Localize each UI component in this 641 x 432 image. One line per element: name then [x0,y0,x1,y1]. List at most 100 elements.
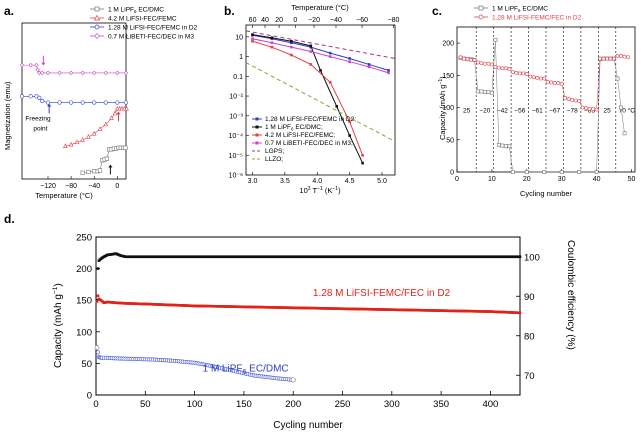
panel-d-point [518,255,522,259]
panel-c-legend-entry-0: 1 M LiPF6 EC/DMC [474,6,548,13]
panel-b-ytick-label: 10⁻⁵ [229,153,243,160]
panel-a-point [63,143,68,148]
panel-d-ytick-label: 250 [76,233,92,244]
panel-a-point [103,100,108,105]
panel-a-point [123,70,129,76]
panel-b-point [319,69,322,72]
panel-b-ytick-label: 10⁻³ [229,113,243,120]
panel-d-point [96,267,100,270]
panel-a-legend: 1 M LiPF6 EC/DMC 4.2 M LiFSI-FEC/FEMC 1.… [90,7,198,41]
panel-d-point [518,311,522,315]
panel-c-point [476,60,480,65]
panel-b-toptick-label: 60 [249,17,257,24]
panel-c-point [601,56,606,61]
panel-b-point [328,55,332,58]
panel-c-point [517,71,522,76]
panel-c-xlabel: Cycling number [520,189,573,198]
panel-d-xtick-label: 0 [93,399,98,410]
panel-c-legend: 1 M LiPF6 EC/DMC 1.28 M LiFSI-FEMC/FEC i… [474,6,582,22]
panel-c-point [615,54,620,58]
panel-a-point [19,94,25,99]
panel-a-annotation-point: point [33,126,47,133]
panel-b-ticks: 3.0 3.5 4.0 4.5 5.0 10 1 0.1 10⁻² 10⁻³ 10⁻⁴ 10⁻⁵ 10⁻… [229,17,400,185]
panel-d-ytick-label: 50 [81,359,92,370]
panel-c-xtick-label: 0 [455,176,459,183]
panel-c-point [549,80,554,85]
panel-b-toptick-label: 0 [293,17,297,24]
panel-c-point [490,90,494,95]
panel-c-temperature-label: −85 [584,108,595,115]
panel-c-point [531,75,536,80]
panel-b-toptick-label: −40 [330,17,342,24]
panel-b-point [251,39,254,43]
panel-b-point [335,105,338,108]
panel-a-point [80,137,85,142]
panel-c-point [472,57,477,62]
panel-a-point [40,98,45,104]
panel-a-arrowhead-1 [47,103,52,107]
panel-a-point [69,100,74,105]
panel-d-ytick-label: 200 [76,264,92,275]
panel-b-legend-text-1: 1 M LiPF6 EC/DMC; [265,124,323,132]
panel-a-point [115,100,120,105]
panel-a-legend-text-0: 1 M LiPF6 EC/DMC [108,7,164,15]
panel-c-legend-entry-1: 1.28 M LiFSI-FEMC/FEC in D2 [474,15,582,22]
panel-c-point [608,56,613,61]
panel-c-legend-text-1: 1.28 M LiFSI-FEMC/FEC in D2 [492,15,582,22]
panel-b-label: b. [224,4,235,18]
panel-c-point [598,56,602,61]
panel-a-ylabel: Magnetization (emu) [3,81,12,150]
panel-c-point [605,56,609,61]
panel-c-point [524,170,529,174]
panel-a-arrowhead-0 [41,62,46,66]
panel-a-arrowhead-3 [116,111,121,115]
panel-c-point [514,70,519,75]
panel-b-legend-text-4: LGPS; [265,148,284,155]
panel-a-point [124,105,129,111]
panel-a-legend-text-2: 1.28 M LiFSI-FEC/FEMC in D2 [108,25,198,32]
panel-c-point [493,65,498,69]
panel-c-point [591,106,596,111]
panel-b-legend-entry-5: LLZO; [252,156,283,163]
panel-c-point [563,95,568,100]
panel-b-point [270,36,274,40]
panel-c-point [510,170,515,174]
panel-c-point [580,105,585,110]
panel-c-point [496,65,501,70]
panel-d-annotation-lipf6: 1 M LiPF6 EC/DMC [202,364,288,377]
panel-d: d. Capacity (mAh g−1) Coulombic efficien… [4,212,576,431]
panel-d-ytick-label: 150 [76,296,92,307]
panel-a-point [86,134,91,139]
panel-d-xtick-label: 100 [187,399,203,410]
panel-b-ytick-label: 10⁻² [229,94,243,101]
panel-a-point [28,62,33,68]
panel-b-series-line-3 [252,38,389,74]
panel-c-point [483,90,487,94]
panel-b-toptick-label: 20 [275,17,283,24]
panel-c-point [479,89,484,94]
panel-c-point [566,97,571,102]
panel-b-ytick-label: 10⁻⁶ [229,173,243,180]
panel-c-point [496,143,501,147]
panel-c-temperature-label: −56 [514,108,525,115]
panel-a-arrows [41,55,121,175]
panel-d-point [96,294,100,298]
panel-d-point [95,350,100,355]
panel-c-point [507,144,512,149]
panel-a-legend-entry-2: 1.28 M LiFSI-FEC/FEMC in D2 [90,25,198,32]
panel-c-point [458,55,463,60]
panel-c-temperature-label: 70 °C [619,107,636,115]
panel-b-ytick-label: 10 [235,34,243,41]
panel-c-ylabel: Capacity (mAh g−1) [438,76,447,140]
panel-a-point [37,95,42,100]
panel-b-xtick-label: 4.5 [345,178,355,185]
panel-c-point [626,55,630,60]
panel-a-point [37,70,42,76]
panel-b-xtick-label: 4.0 [312,178,322,185]
panel-b-series-line-1 [252,34,364,164]
panel-c-temperature-label: −20 [479,108,490,115]
panel-d-first-point [94,345,100,350]
panel-c-point [622,131,627,136]
panel-c-point [622,54,627,59]
